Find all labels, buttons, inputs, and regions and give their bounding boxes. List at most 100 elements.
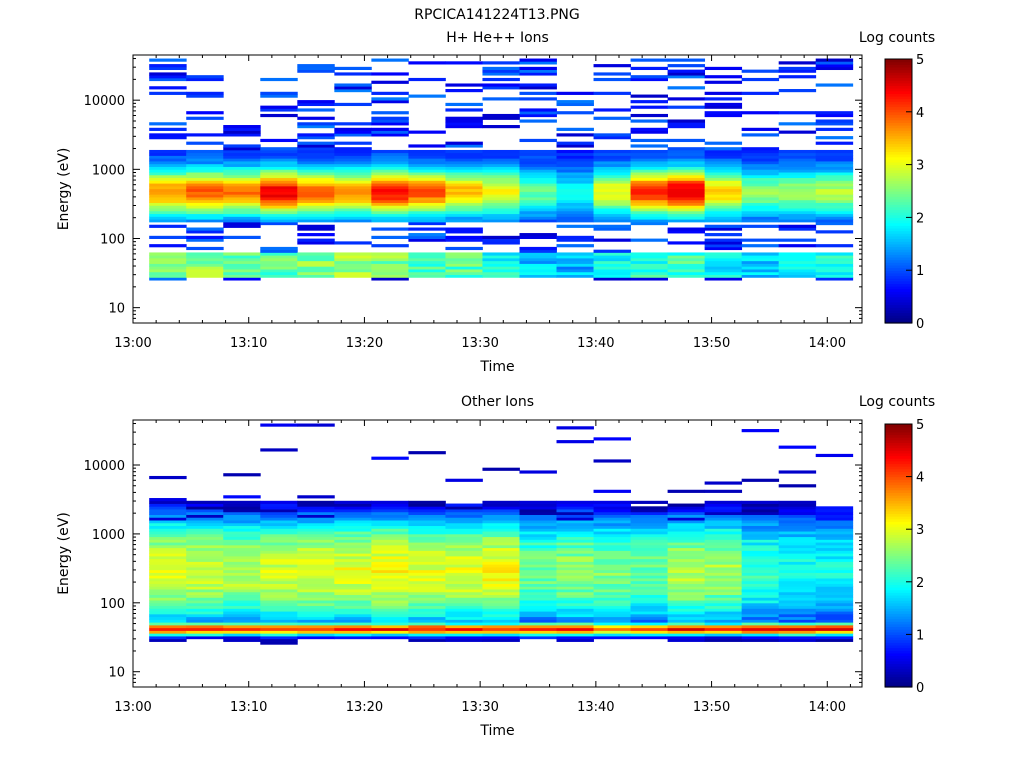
heatmap-cell <box>593 158 631 162</box>
heatmap-cell <box>593 174 631 179</box>
heatmap-cell <box>815 172 854 176</box>
heatmap-cell <box>445 172 483 176</box>
heatmap-cell <box>630 161 668 165</box>
heatmap-cell <box>371 263 409 267</box>
heatmap-cell <box>371 517 409 521</box>
heatmap-cell <box>704 149 743 154</box>
heatmap-cell <box>223 174 261 179</box>
heatmap-cell <box>186 575 224 579</box>
heatmap-cell <box>815 553 854 557</box>
heatmap-cell <box>149 503 187 507</box>
heatmap-cell <box>482 578 520 582</box>
heatmap-cell <box>297 605 335 609</box>
heatmap-cell <box>593 108 631 112</box>
heatmap-cell <box>482 500 520 504</box>
heatmap-cell <box>260 517 298 521</box>
heatmap-cell <box>223 542 261 546</box>
heatmap-cell <box>260 246 298 251</box>
heatmap-cell <box>186 627 224 631</box>
heatmap-cell <box>556 224 594 228</box>
heatmap-cell <box>778 544 817 549</box>
colorbar-step <box>885 233 912 237</box>
heatmap-cell <box>445 166 483 170</box>
heatmap-cell <box>519 589 557 593</box>
heatmap-cell <box>334 539 372 543</box>
heatmap-cell <box>741 158 780 162</box>
heatmap-cell <box>371 611 409 615</box>
heatmap-cell <box>186 246 224 251</box>
heatmap-cell <box>704 141 743 145</box>
heatmap-cell <box>186 555 224 560</box>
heatmap-cell <box>556 172 594 176</box>
heatmap-cell <box>186 219 224 223</box>
heatmap-cell <box>223 221 261 226</box>
heatmap-cell <box>408 544 446 549</box>
heatmap-cell <box>667 506 706 510</box>
heatmap-cell <box>408 149 446 154</box>
heatmap-cell <box>408 177 446 181</box>
heatmap-cell <box>667 86 706 90</box>
heatmap-cell <box>186 500 224 504</box>
heatmap-cell <box>149 152 187 156</box>
heatmap-cell <box>186 586 224 590</box>
heatmap-cell <box>667 257 706 262</box>
heatmap-cell <box>815 605 854 609</box>
heatmap-cell <box>556 503 594 507</box>
heatmap-cell <box>593 583 631 587</box>
colorbar-step <box>885 154 912 158</box>
heatmap-cell <box>667 624 706 629</box>
heatmap-cell <box>741 602 780 607</box>
heatmap-cell <box>297 238 335 242</box>
heatmap-cell <box>186 591 224 596</box>
heatmap-cell <box>741 208 780 212</box>
heatmap-cell <box>260 509 298 513</box>
colorbar-step <box>885 439 912 444</box>
heatmap-cell <box>482 613 520 618</box>
heatmap-cell <box>408 528 446 532</box>
colorbar-step <box>885 312 912 316</box>
heatmap-cell <box>371 260 409 264</box>
heatmap-cell <box>482 630 520 634</box>
heatmap-cell <box>223 263 261 267</box>
heatmap-cell <box>445 191 483 195</box>
colorbar-step <box>885 93 912 97</box>
heatmap-cell <box>519 202 557 206</box>
heatmap-cell <box>371 152 409 156</box>
heatmap-cell <box>223 555 261 560</box>
heatmap-cell <box>223 183 261 187</box>
heatmap-cell <box>667 208 706 212</box>
heatmap-cell <box>704 155 743 159</box>
heatmap-cell <box>334 509 372 513</box>
heatmap-cell <box>815 191 854 195</box>
heatmap-cell <box>371 500 409 504</box>
heatmap-cell <box>371 180 409 184</box>
heatmap-cell <box>186 180 224 184</box>
colorbar-step <box>885 508 912 512</box>
heatmap-cell <box>371 553 409 557</box>
heatmap-cell <box>223 605 261 609</box>
heatmap-cell <box>630 500 668 504</box>
heatmap-cell <box>223 169 261 173</box>
heatmap-cell <box>667 205 706 209</box>
heatmap-cell <box>334 605 372 609</box>
heatmap-cell <box>667 509 706 513</box>
heatmap-cell <box>593 542 631 546</box>
heatmap-cell <box>149 271 187 275</box>
heatmap-cell <box>704 238 743 242</box>
heatmap-cell <box>482 633 520 637</box>
heatmap-cell <box>186 255 224 259</box>
heatmap-cell <box>408 191 446 195</box>
heatmap-cell <box>741 591 780 596</box>
heatmap-cell <box>667 177 706 181</box>
heatmap-cell <box>445 633 483 637</box>
heatmap-cell <box>667 533 706 538</box>
heatmap-cell <box>149 219 187 223</box>
heatmap-cell <box>408 235 446 239</box>
heatmap-cell <box>519 544 557 549</box>
heatmap-cell <box>408 257 446 262</box>
heatmap-cell <box>334 544 372 549</box>
heatmap-cell <box>556 263 594 267</box>
heatmap-cell <box>334 219 372 223</box>
heatmap-cell <box>704 241 743 245</box>
heatmap-cell <box>741 133 780 137</box>
